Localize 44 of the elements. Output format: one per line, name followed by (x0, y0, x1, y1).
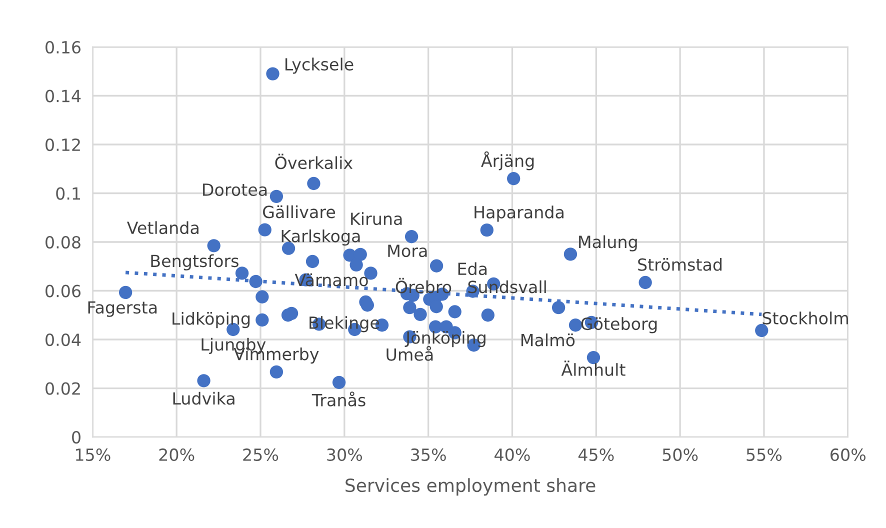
x-tick-label: 30% (327, 448, 362, 462)
annotation: Lycksele (286, 58, 354, 74)
annotation: Bengtsfors (151, 254, 238, 270)
annotation: Umeå (386, 346, 433, 361)
annotation: Lidköping (172, 312, 250, 328)
annotation: Örebro (396, 278, 452, 294)
annotation: Karlskoga (282, 229, 360, 246)
x-tick-label: 40% (494, 448, 530, 462)
x-tick-label: 45% (578, 448, 614, 462)
annotation: Ludvika (173, 392, 234, 405)
annotation: Göteborg (581, 317, 657, 334)
x-tick-label: 25% (243, 448, 278, 462)
y-tick-label: 0.1 (56, 187, 80, 200)
annotation: Stockholm (762, 312, 848, 324)
y-tick-label: 0.04 (46, 333, 81, 346)
x-tick-label: 50% (662, 448, 698, 462)
y-tick-label: 0.12 (46, 138, 80, 152)
annotation: Årjäng (481, 151, 534, 170)
annotation: Gällivare (263, 205, 336, 218)
annotation: Mora (388, 244, 427, 258)
y-tick-label: 0.08 (46, 236, 80, 249)
x-tick-label: 35% (411, 448, 446, 462)
annotation: Tranås (312, 392, 366, 406)
annotation: Överkalix (275, 154, 353, 170)
y-tick-label: 0.14 (46, 90, 81, 102)
annotation: Kiruna (351, 212, 402, 226)
annotation: Haparanda (474, 206, 564, 222)
annotation: Vetlanda (126, 221, 198, 234)
annotation: Strömstad (638, 258, 722, 271)
annotation: Malung (579, 235, 637, 252)
y-tick-label: 0.16 (46, 40, 81, 54)
x-tick-label: 20% (159, 448, 194, 462)
annotation: Älmhult (561, 360, 626, 376)
y-tick-label: 0.02 (46, 382, 80, 395)
annotation: Eda (458, 262, 487, 276)
annotation: Dorotea (203, 184, 267, 196)
x-tick-label: 60% (830, 448, 866, 462)
annotation: Fagersta (88, 301, 157, 317)
x-tick-label: 15% (76, 448, 110, 462)
annotation: Malmö (521, 333, 575, 346)
y-tick-label: 0 (72, 430, 80, 444)
x-tick-label: 55% (746, 448, 782, 462)
x-axis-title: Services employment share (346, 478, 596, 496)
y-tick-label: 0.06 (46, 284, 81, 298)
